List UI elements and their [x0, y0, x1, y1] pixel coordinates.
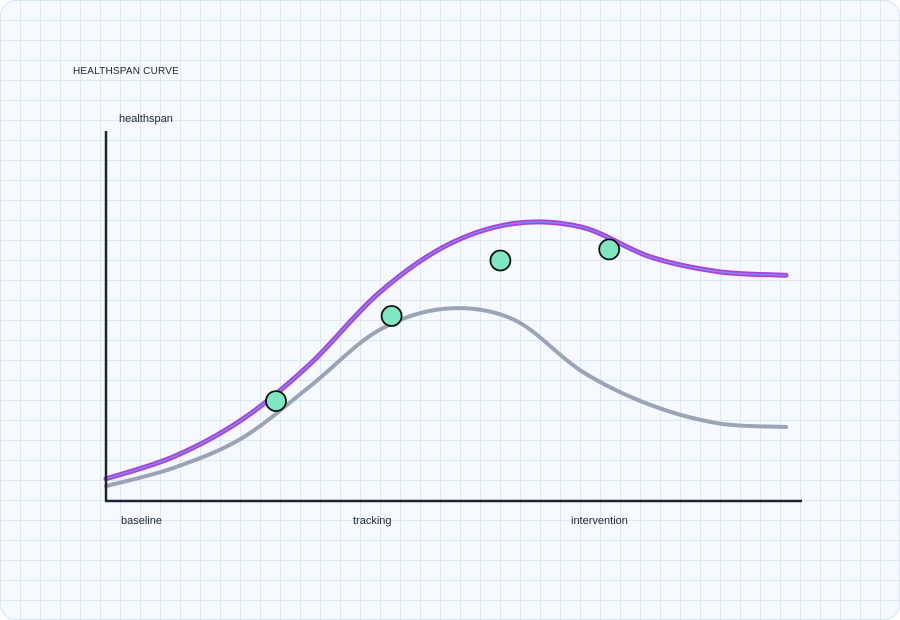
chart-title: HEALTHSPAN CURVE — [73, 66, 180, 77]
data-point-marker-3[interactable] — [489, 249, 512, 272]
x-tick-baseline: baseline — [121, 515, 162, 527]
data-point-marker-2[interactable] — [380, 305, 403, 327]
series-1-line — [104, 306, 788, 489]
data-point-marker-1[interactable] — [265, 390, 287, 413]
x-tick-intervention: intervention — [571, 515, 628, 527]
x-tick-tracking: tracking — [353, 515, 392, 527]
series-2-line — [105, 221, 787, 480]
y-axis-label: healthspan — [119, 113, 173, 125]
data-point-marker-4[interactable] — [598, 238, 621, 261]
